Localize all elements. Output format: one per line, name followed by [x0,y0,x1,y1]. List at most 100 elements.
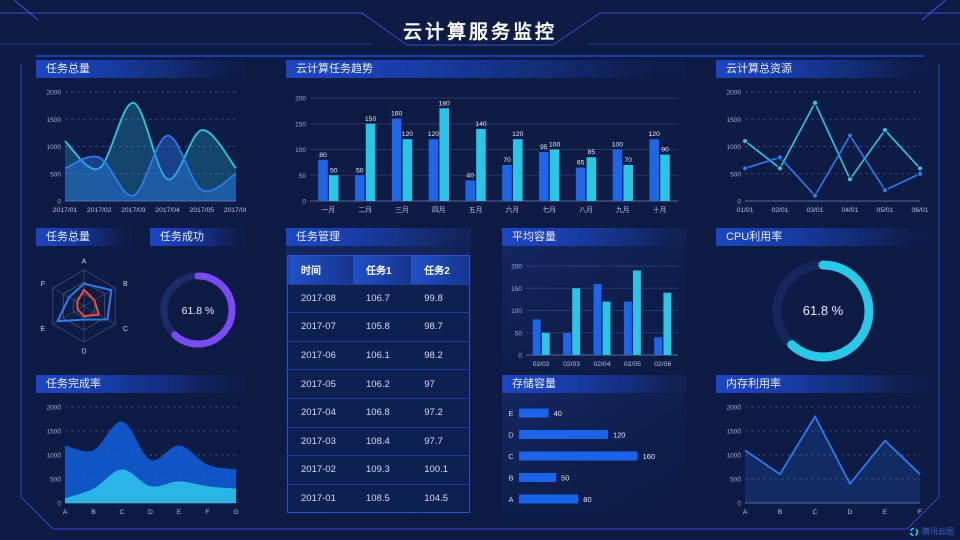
svg-text:50: 50 [299,173,307,180]
panel-title: 存储容量 [502,375,686,393]
svg-text:C: C [508,452,514,461]
svg-text:1000: 1000 [47,144,62,151]
table-cell: 97 [411,369,470,399]
panel-task-management: 任务管理 时间 任务1 任务2 2017-08 106.7 99.8 2017-07 105.… [286,228,471,515]
panel-task-success: 任务成功 61.8 % [150,228,246,368]
panel-memory-utilization: 内存利用率 0 500 1000 1500 2000 A B C D E F [716,375,930,518]
svg-text:B: B [778,509,783,516]
cloud-resource-line-chart: 0 500 1000 1500 2000 01/01 02/01 03/01 04/01 05/0… [716,82,930,216]
svg-text:100: 100 [295,147,306,154]
table-cell: 2017-03 [287,426,354,456]
task-total-area-chart: 0 500 1000 1500 2000 2017/01 2017/02 2017/03 201… [36,82,249,216]
task-radar-chart: A B C D E F [36,250,132,368]
svg-text:C: C [123,326,128,333]
svg-text:A: A [82,259,87,266]
table-header-row: 时间 任务1 任务2 [287,255,470,285]
table-cell: 97.2 [411,397,470,428]
svg-text:02/03: 02/03 [563,361,580,368]
svg-text:1000: 1000 [47,453,62,460]
panel-title: 任务管理 [286,228,471,246]
svg-text:E: E [177,509,182,516]
svg-text:100: 100 [511,308,522,315]
svg-text:50: 50 [561,474,569,483]
table-cell: 106.2 [353,369,412,399]
svg-text:一月: 一月 [322,206,336,214]
panel-cpu-utilization: CPU利用率 61.8 % [716,228,930,370]
table-cell: 100.1 [411,455,470,485]
svg-text:85: 85 [588,149,596,156]
svg-text:500: 500 [730,477,741,484]
svg-text:150: 150 [295,121,306,128]
svg-text:五月: 五月 [469,206,483,214]
table-row: 2017-03 108.4 97.7 [287,426,470,456]
svg-text:九月: 九月 [616,205,630,214]
svg-text:90: 90 [661,147,669,154]
table-cell: 109.3 [353,455,412,485]
task-success-donut-chart: 61.8 % [150,250,246,368]
svg-text:F: F [41,281,45,288]
table-cell: 98.2 [411,340,470,370]
table-cell: 106.1 [353,340,412,370]
svg-text:500: 500 [50,171,61,178]
table-cell: 2017-01 [287,483,354,513]
svg-text:F: F [918,509,922,516]
svg-text:80: 80 [583,495,591,504]
table-cell: 106.8 [353,397,412,428]
svg-text:A: A [63,509,68,516]
table-row: 2017-04 106.8 97.2 [287,397,470,428]
table-row: 2017-06 106.1 98.2 [287,340,470,370]
average-capacity-bar-chart: 0 50 100 150 200 02/02 02/03 02/04 02/05 02/06 [502,250,686,370]
svg-text:160: 160 [391,111,403,118]
svg-text:2000: 2000 [47,90,62,97]
svg-text:500: 500 [730,171,741,178]
svg-text:三月: 三月 [395,206,409,214]
svg-text:120: 120 [512,131,524,138]
svg-text:50: 50 [356,167,364,174]
svg-text:200: 200 [511,264,522,271]
panel-title: 平均容量 [502,228,686,246]
table-header-cell: 时间 [287,255,354,285]
svg-text:61.8 %: 61.8 % [182,305,215,317]
table-cell: 108.5 [353,483,412,513]
panel-title: 任务成功 [150,228,246,246]
svg-text:01/01: 01/01 [736,207,753,214]
panel-title: CPU利用率 [716,228,930,246]
table-cell: 2017-04 [287,397,354,428]
svg-text:B: B [508,474,513,483]
task-management-table: 时间 任务1 任务2 2017-08 106.7 99.8 2017-07 105.8 98.7… [287,255,470,515]
svg-text:100: 100 [612,142,624,149]
svg-text:2017/01: 2017/01 [53,207,78,214]
panel-title: 内存利用率 [716,375,930,393]
svg-text:A: A [743,509,748,516]
svg-text:120: 120 [649,131,661,138]
table-cell: 2017-08 [287,283,354,313]
table-row: 2017-08 106.7 99.8 [287,283,470,313]
svg-text:500: 500 [50,477,61,484]
panel-cloud-task-trend: 云计算任务趋势 0 50 100 150 200 一月 二月 三月 四月 五月 六月 七月 八月 九月 十月… [286,60,686,216]
svg-text:120: 120 [402,131,414,138]
svg-text:0: 0 [57,501,61,508]
svg-text:02/01: 02/01 [771,207,788,214]
svg-text:180: 180 [439,100,451,107]
svg-text:05/01: 05/01 [876,207,893,214]
panel-task-total-radar: 任务总量 A B C D E F [36,228,132,368]
svg-text:80: 80 [319,152,327,159]
task-completion-area-chart: 0 500 1000 1500 2000 A B C D E F G [36,397,246,518]
svg-text:0: 0 [57,199,61,206]
svg-text:1500: 1500 [47,117,62,124]
svg-text:F: F [205,509,209,516]
svg-text:0: 0 [518,353,522,360]
svg-text:2017/03: 2017/03 [121,207,146,214]
svg-text:70: 70 [503,157,511,164]
vendor-logo-text: 腾讯云图 [922,527,954,536]
svg-text:1500: 1500 [727,117,742,124]
svg-text:61.8 %: 61.8 % [803,303,844,318]
svg-text:B: B [123,281,128,288]
svg-text:02/05: 02/05 [624,361,641,368]
data-table: 时间 任务1 任务2 2017-08 106.7 99.8 2017-07 105.8 98.7… [287,255,470,514]
table-row: 2017-07 105.8 98.7 [287,312,470,342]
svg-text:95: 95 [540,144,548,151]
storage-capacity-hbar-chart: E 40 D 120 C 160 B 50 A 80 [502,397,686,518]
table-cell: 2017-02 [287,455,354,485]
